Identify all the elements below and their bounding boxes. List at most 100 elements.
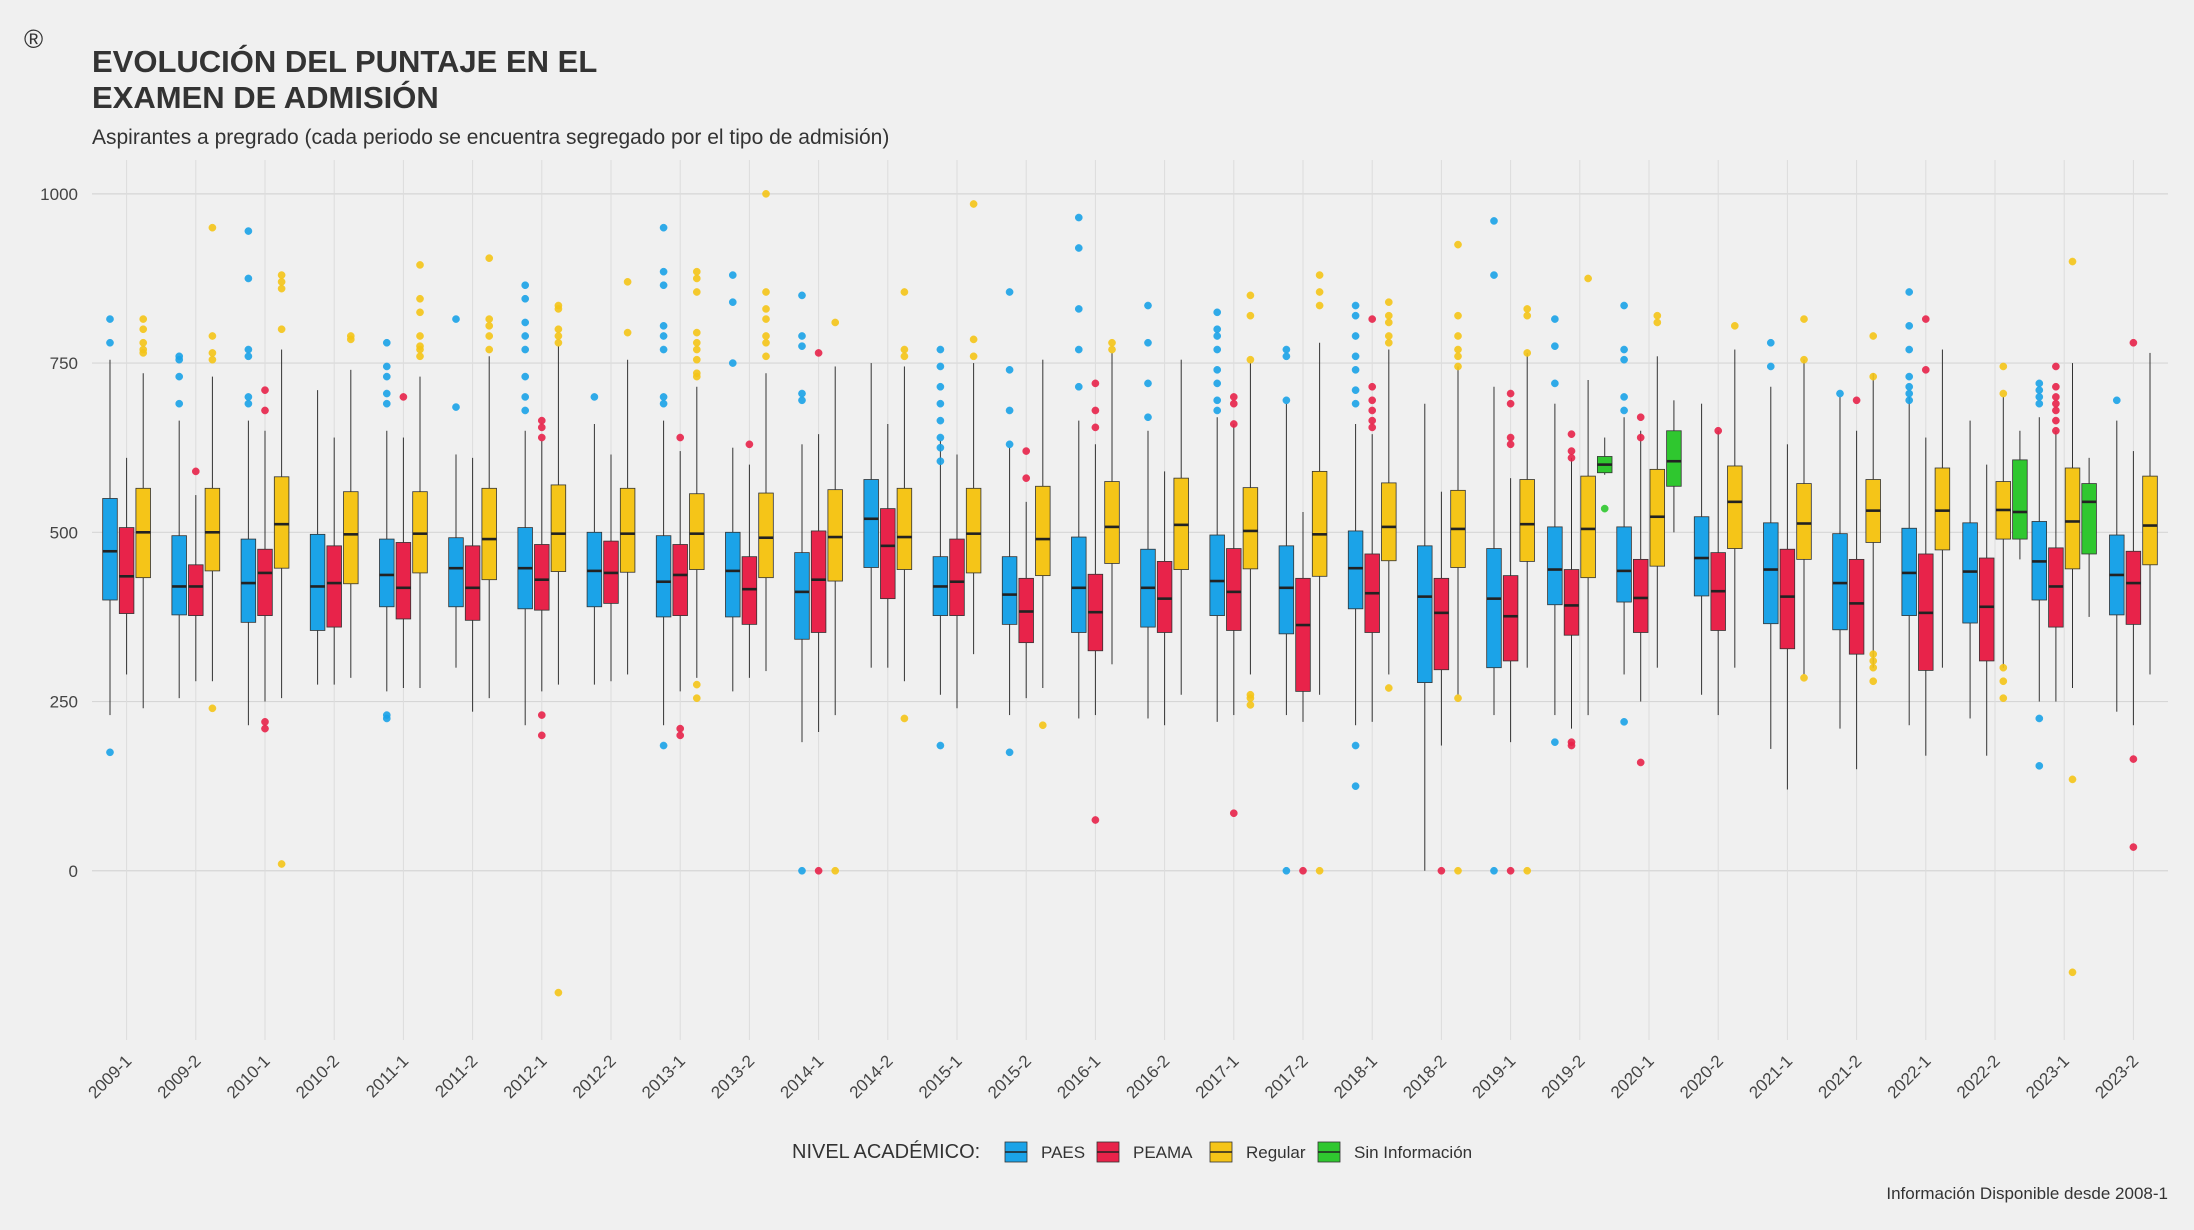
box-regular — [1934, 467, 1951, 551]
outlier-point — [1384, 332, 1393, 340]
x-tick-label: 2019-1 — [1469, 1051, 1520, 1102]
outlier-point — [1766, 362, 1775, 371]
outlier-point — [692, 694, 701, 703]
box-regular — [343, 491, 359, 585]
outlier-point — [1551, 738, 1559, 747]
outlier-point — [244, 399, 253, 408]
outlier-point — [728, 298, 737, 307]
outlier-point — [1551, 342, 1559, 351]
outlier-point — [537, 416, 546, 425]
outlier-point — [762, 189, 770, 198]
outlier-point — [1506, 399, 1515, 408]
box-paes — [1832, 533, 1848, 631]
box-regular — [1580, 475, 1596, 579]
outlier-point — [1653, 318, 1662, 327]
outlier-point — [659, 345, 668, 354]
x-tick-label: 2020-1 — [1607, 1051, 1658, 1102]
outlier-point — [692, 288, 701, 296]
outlier-point — [1384, 298, 1393, 307]
box-regular — [204, 487, 221, 572]
box-regular — [412, 491, 428, 574]
outlier-point — [1836, 389, 1844, 398]
box-paes — [1486, 548, 1502, 669]
outlier-point — [1852, 396, 1861, 405]
outlier-point — [814, 866, 823, 875]
x-tick-label: 2013-2 — [707, 1051, 758, 1102]
x-tick-label: 2023-2 — [2091, 1051, 2142, 1102]
outlier-point — [1315, 866, 1324, 875]
outlier-point — [416, 352, 424, 361]
outlier-point — [416, 332, 424, 340]
outlier-point — [745, 440, 754, 449]
outlier-point — [1005, 748, 1014, 757]
outlier-point — [1869, 657, 1878, 665]
box-peama — [1156, 561, 1173, 633]
box-sin-información — [2081, 483, 2097, 555]
outlier-point — [623, 277, 632, 286]
outlier-point — [382, 714, 391, 723]
y-tick-label: 0 — [69, 862, 78, 881]
outlier-point — [1213, 379, 1222, 388]
x-tick-label: 2010-2 — [292, 1051, 343, 1102]
outlier-point — [1523, 866, 1532, 875]
outlier-point — [346, 335, 355, 344]
outlier-point — [969, 200, 978, 208]
outlier-point — [1636, 433, 1645, 442]
outlier-point — [1551, 315, 1559, 323]
outlier-point — [1384, 684, 1393, 692]
outlier-point — [382, 362, 391, 371]
x-tick-label: 2014-2 — [846, 1051, 897, 1102]
box-peama — [1226, 548, 1242, 631]
box-paes — [1962, 522, 1978, 624]
outlier-point — [208, 704, 217, 713]
outlier-point — [2052, 426, 2060, 435]
outlier-point — [936, 382, 945, 391]
outlier-point — [261, 406, 269, 415]
outlier-point — [244, 352, 253, 361]
outlier-point — [191, 467, 200, 476]
box-peama — [534, 544, 550, 611]
outlier-point — [1384, 338, 1393, 347]
outlier-point — [244, 227, 253, 235]
outlier-point — [1213, 365, 1222, 374]
box-regular — [481, 487, 497, 581]
legend-label: PEAMA — [1133, 1143, 1193, 1162]
outlier-point — [1005, 288, 1014, 296]
outlier-point — [1766, 338, 1775, 347]
outlier-point — [1246, 311, 1255, 320]
box-paes — [1001, 556, 1018, 625]
chart-caption: Información Disponible desde 2008-1 — [1886, 1184, 2168, 1203]
outlier-point — [659, 321, 668, 330]
outlier-point — [1905, 389, 1914, 398]
outlier-point — [1384, 318, 1393, 327]
outlier-point — [1213, 325, 1222, 334]
outlier-point — [175, 355, 184, 364]
outlier-point — [936, 362, 945, 371]
outlier-point — [1999, 362, 2008, 371]
outlier-point — [139, 325, 148, 334]
outlier-point — [1730, 321, 1739, 330]
outlier-point — [277, 284, 286, 293]
outlier-point — [1213, 396, 1222, 405]
outlier-point — [814, 349, 823, 357]
outlier-point — [1567, 741, 1576, 750]
outlier-point — [1905, 345, 1914, 354]
outlier-point — [1620, 355, 1628, 364]
x-tick-label: 2014-1 — [777, 1051, 828, 1102]
box-peama — [810, 530, 827, 633]
outlier-point — [1800, 673, 1808, 682]
outlier-point — [1022, 447, 1031, 455]
x-tick-label: 2019-2 — [1538, 1051, 1589, 1102]
box-paes — [1071, 536, 1087, 633]
outlier-point — [554, 338, 563, 347]
outlier-point — [659, 223, 668, 232]
outlier-point — [261, 717, 269, 726]
outlier-point — [554, 325, 563, 334]
outlier-point — [139, 315, 148, 323]
outlier-point — [1351, 741, 1360, 750]
outlier-point — [416, 261, 424, 269]
y-tick-label: 750 — [50, 354, 78, 373]
x-tick-label: 2022-2 — [1953, 1051, 2004, 1102]
outlier-point — [1869, 677, 1878, 686]
box-peama — [326, 545, 342, 628]
